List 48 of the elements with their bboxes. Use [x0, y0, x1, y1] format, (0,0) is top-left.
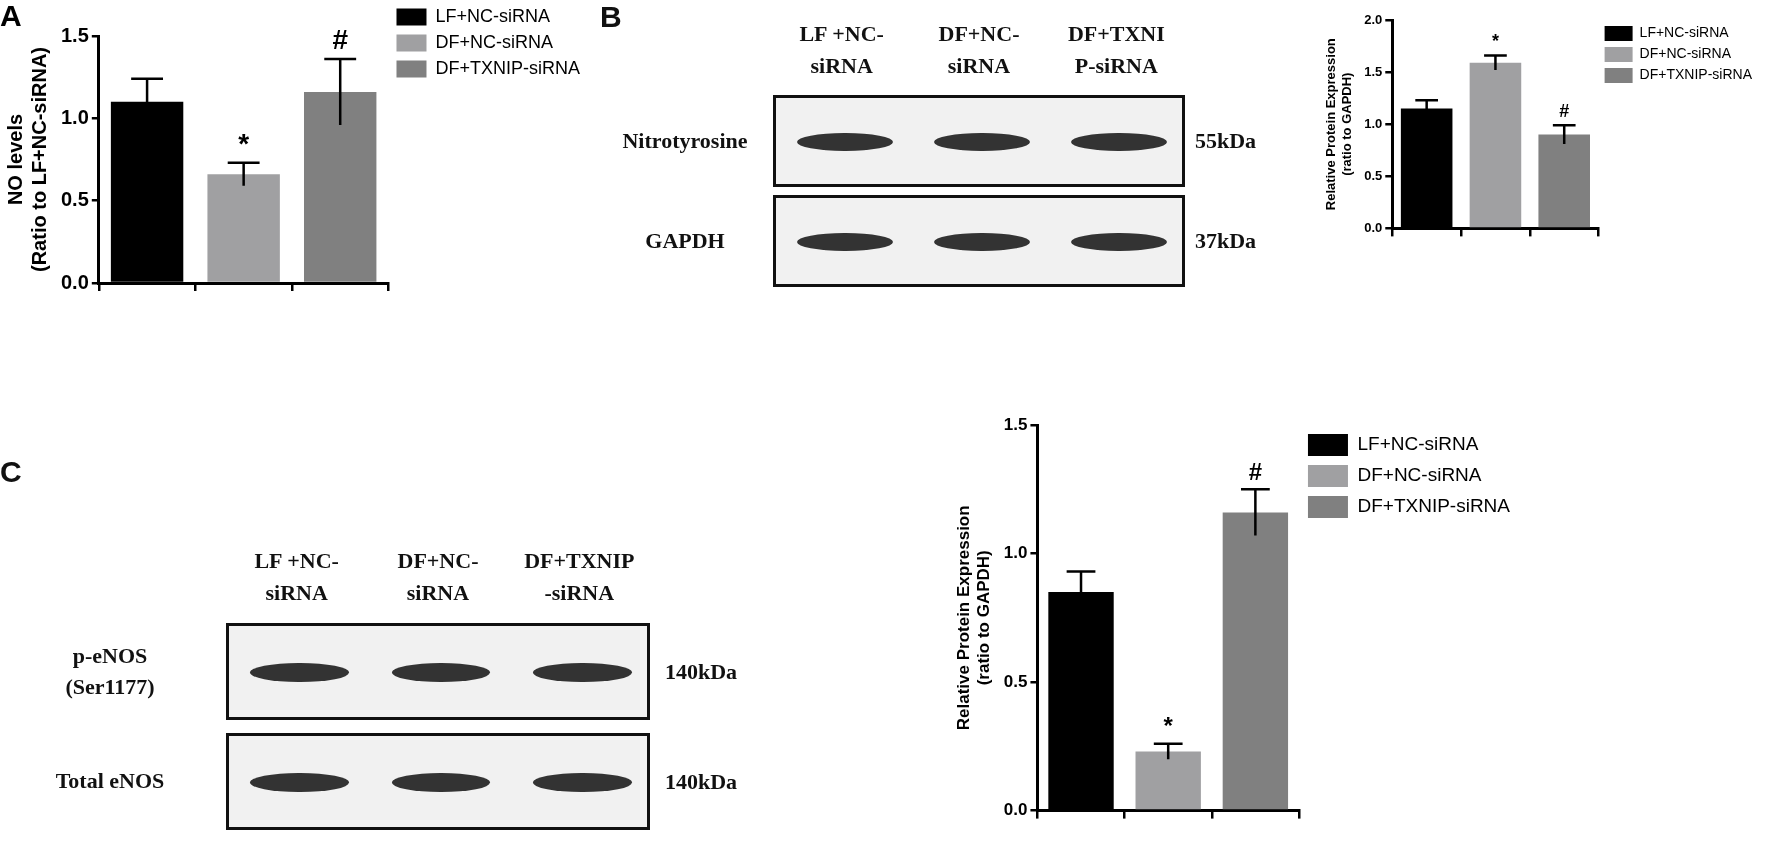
- legend-label: DF+NC-siRNA: [435, 31, 554, 52]
- y-tick-label: 0.0: [60, 270, 89, 293]
- legend-label: DF+NC-siRNA: [1639, 45, 1732, 62]
- legend-label: LF+NC-siRNA: [1639, 24, 1730, 41]
- y-tick-label: 1.5: [1364, 63, 1383, 79]
- text: GAPDH: [644, 226, 726, 255]
- y-axis-title: NO levels (Ratio to LF+NC-siRNA): [3, 47, 50, 272]
- y-axis-title: Relative Protein Expression (ratio to GAPDH): [953, 505, 994, 731]
- legend-label: DF+TXNIP-siRNA: [435, 57, 581, 78]
- text: DF+TXNIP-siRNA: [1066, 20, 1166, 80]
- legend-label: DF+TXNIP-siRNA: [1639, 66, 1753, 83]
- legend-label: DF+NC-siRNA: [1357, 464, 1482, 486]
- legend-label: LF+NC-siRNA: [435, 5, 551, 26]
- y-tick-label: 1.0: [60, 105, 89, 128]
- text: 140kDa: [665, 657, 738, 686]
- legend-label: LF+NC-siRNA: [1357, 433, 1479, 455]
- text: DF+TXNIP-siRNA: [523, 547, 636, 607]
- y-tick-label: 2.0: [1364, 11, 1383, 27]
- data-label: *: [1163, 712, 1174, 740]
- y-tick-label: 1.5: [1003, 414, 1028, 434]
- text: DF+NC-siRNA: [937, 20, 1021, 80]
- text: 55kDa: [1195, 127, 1257, 155]
- data-label: #: [332, 23, 349, 55]
- data-label: #: [1248, 457, 1263, 485]
- y-tick-label: 1.5: [60, 23, 89, 46]
- data-label: #: [1559, 101, 1570, 122]
- y-axis-title: Relative Protein Expression (ratio to GAPDH): [1323, 38, 1354, 211]
- text: Total eNOS: [54, 767, 166, 796]
- text: C: [0, 455, 22, 489]
- y-tick-label: 1.0: [1364, 115, 1383, 131]
- y-tick-label: 0.5: [1003, 671, 1028, 691]
- data-label: *: [1491, 31, 1499, 52]
- y-tick-label: 0.0: [1003, 800, 1028, 820]
- chart-title: A: [0, 0, 22, 33]
- y-tick-label: 0.5: [1364, 167, 1383, 183]
- y-tick-label: 0.5: [60, 188, 89, 211]
- text: LF +NC-siRNA: [798, 20, 885, 80]
- text: DF+NC-siRNA: [396, 547, 480, 607]
- y-tick-label: 0.0: [1364, 219, 1383, 235]
- legend-label: DF+TXNIP-siRNA: [1357, 495, 1511, 517]
- data-label: *: [238, 127, 250, 159]
- text: 140kDa: [665, 767, 738, 796]
- text: p-eNOS (Ser1177): [64, 641, 156, 701]
- text: Nitrotyrosine: [621, 126, 749, 155]
- text: LF +NC-siRNA: [253, 547, 340, 607]
- y-tick-label: 1.0: [1003, 543, 1028, 563]
- text: B: [600, 0, 622, 34]
- text: 37kDa: [1195, 227, 1257, 255]
